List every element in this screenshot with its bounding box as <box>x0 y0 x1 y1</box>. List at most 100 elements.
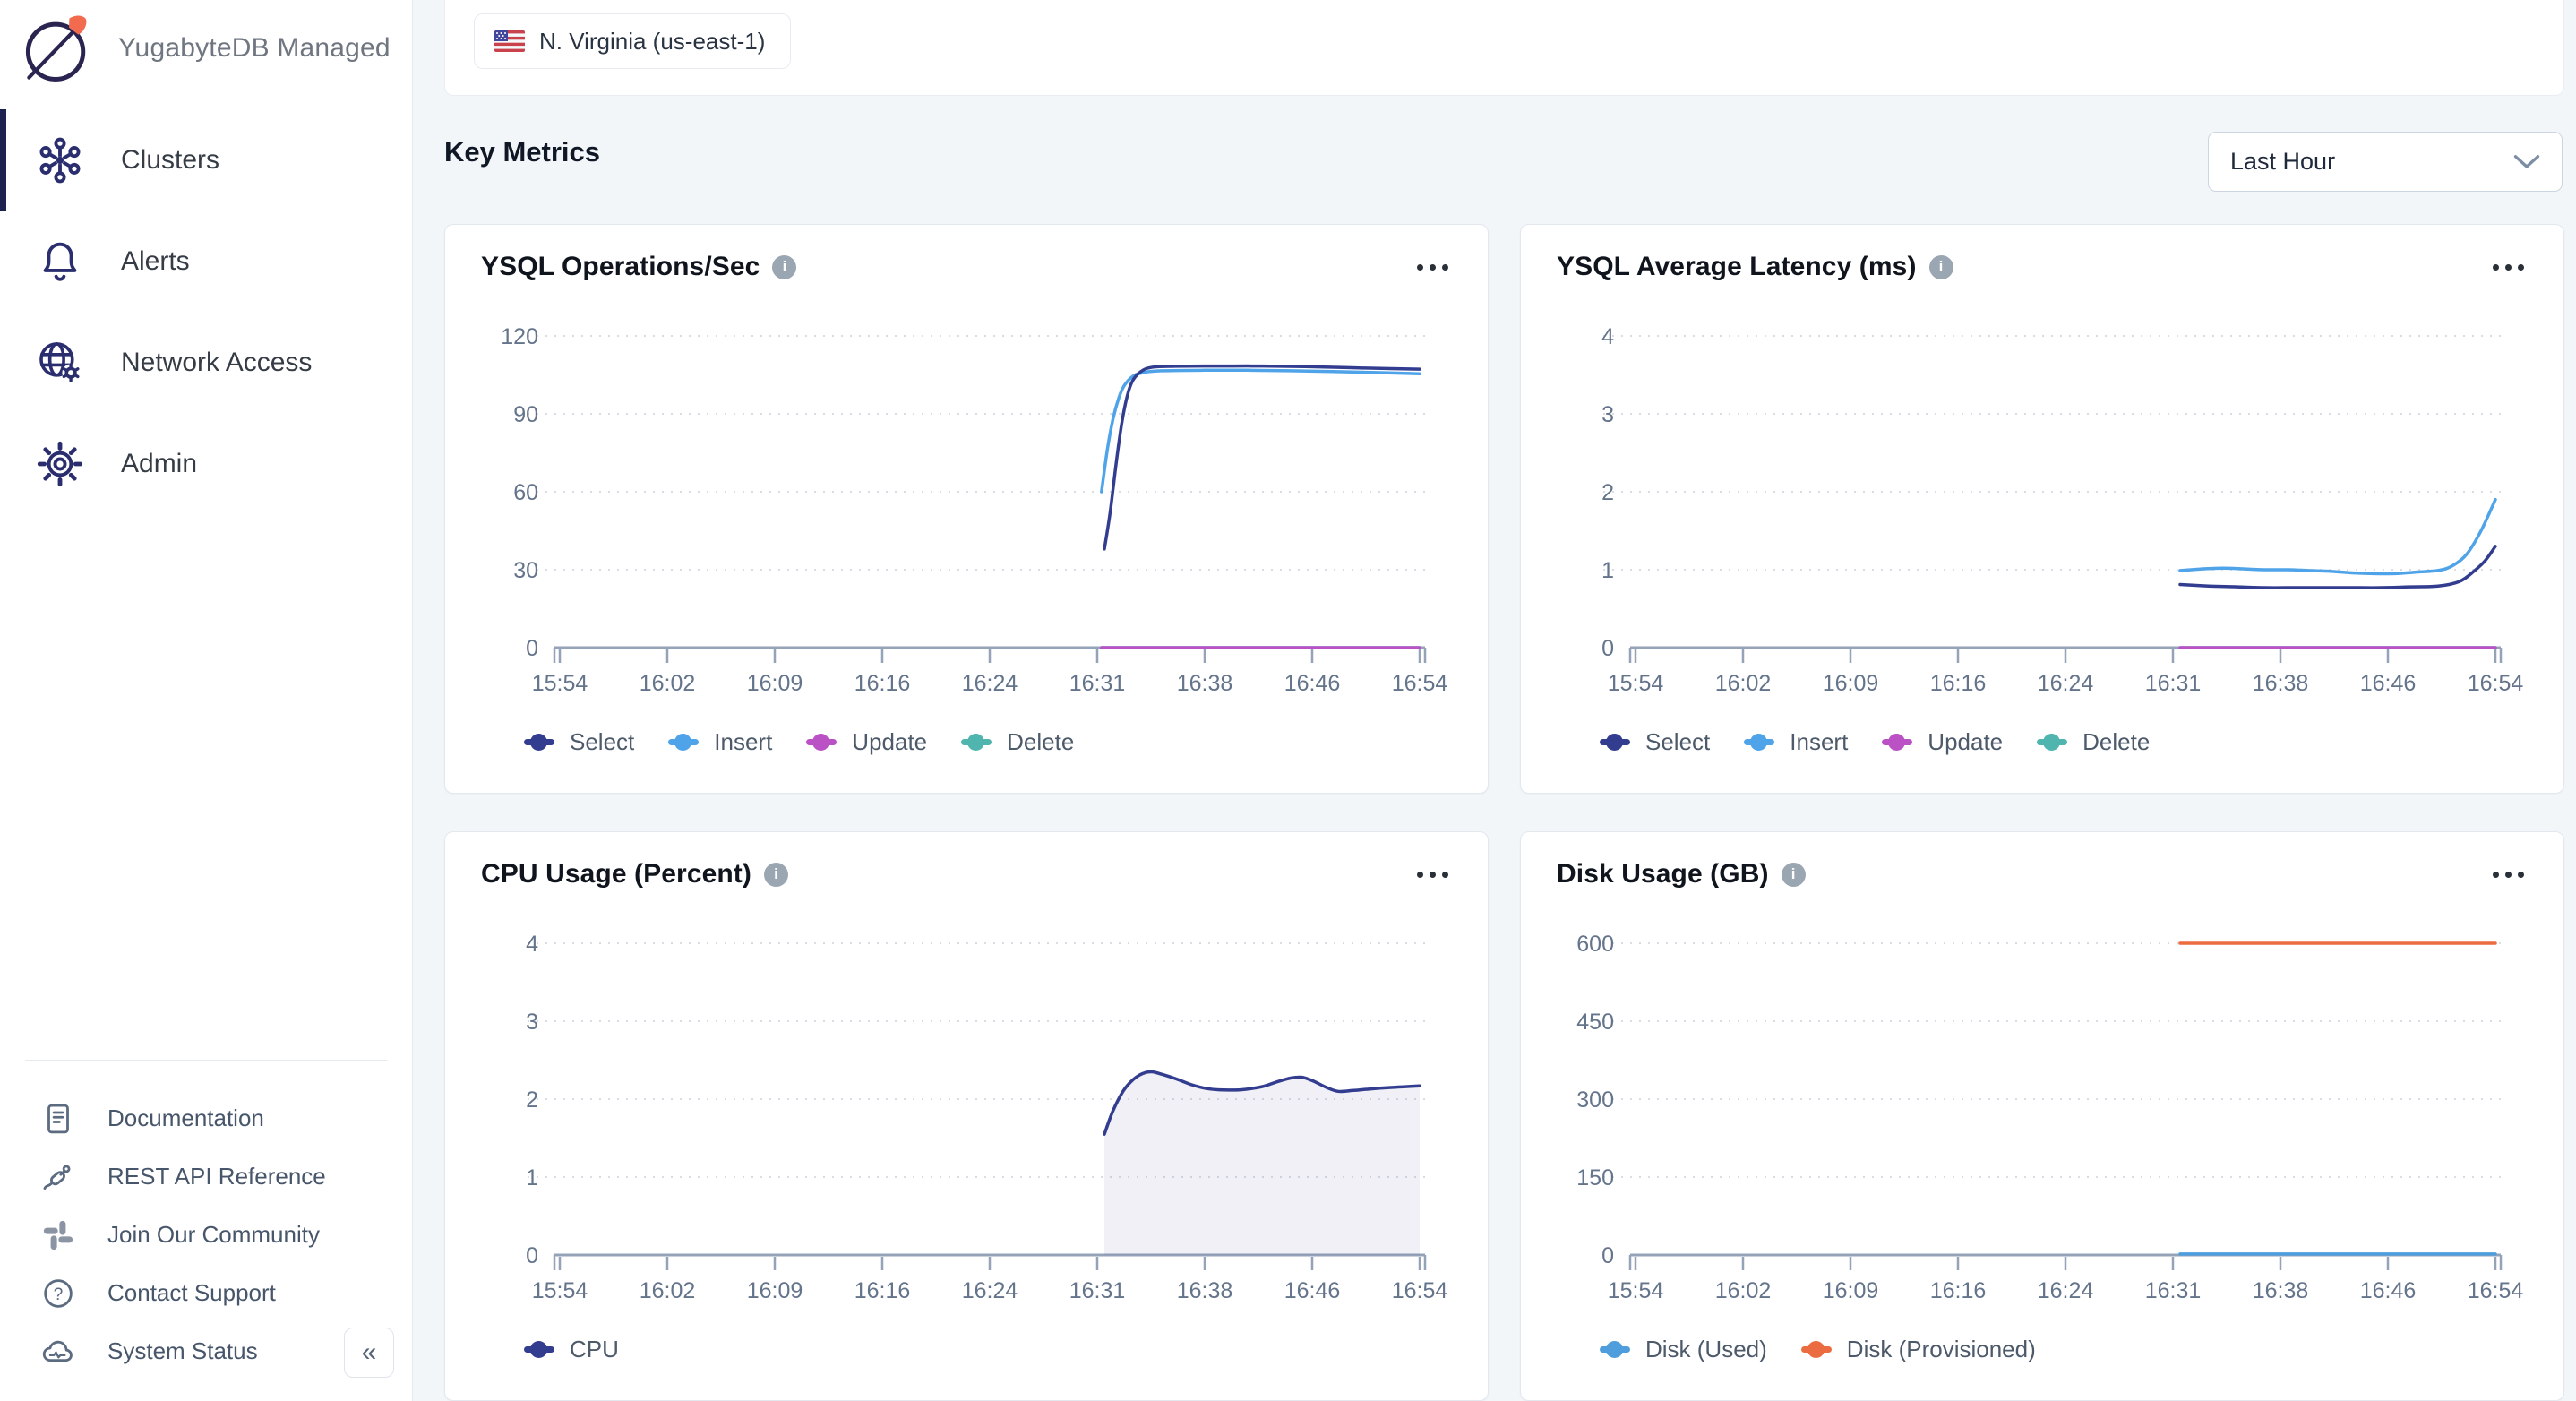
yugabytedb-logo-icon <box>25 15 87 82</box>
svg-text:300: 300 <box>1576 1087 1614 1113</box>
document-icon <box>39 1100 77 1138</box>
legend-marker <box>668 734 700 751</box>
info-icon[interactable]: i <box>1781 862 1806 887</box>
svg-text:16:09: 16:09 <box>1823 671 1879 696</box>
svg-text:16:02: 16:02 <box>640 671 696 696</box>
svg-text:600: 600 <box>1576 932 1614 957</box>
cloud-status-icon <box>39 1333 77 1371</box>
svg-text:16:38: 16:38 <box>2253 671 2309 696</box>
svg-text:16:31: 16:31 <box>1069 671 1126 696</box>
legend-marker <box>524 734 554 751</box>
page-title: Key Metrics <box>444 136 601 168</box>
svg-text:16:09: 16:09 <box>747 1278 803 1303</box>
info-icon[interactable]: i <box>772 254 797 279</box>
svg-text:15:54: 15:54 <box>1608 1278 1664 1303</box>
sidebar-item-system-status[interactable]: System Status <box>0 1322 412 1380</box>
sidebar-item-alerts[interactable]: Alerts <box>0 211 412 312</box>
legend-item[interactable]: Delete <box>961 728 1074 756</box>
svg-text:15:54: 15:54 <box>532 1278 588 1303</box>
svg-text:16:24: 16:24 <box>2038 1278 2094 1303</box>
sidebar-footer: Documentation REST API Reference <box>0 1089 412 1380</box>
sidebar-item-label: Contact Support <box>107 1279 276 1306</box>
svg-text:16:31: 16:31 <box>2145 1278 2202 1303</box>
svg-text:16:24: 16:24 <box>2038 671 2094 696</box>
legend-item[interactable]: Delete <box>2037 728 2150 756</box>
legend-marker <box>806 734 837 751</box>
legend-marker <box>524 1341 554 1358</box>
sidebar-item-network-access[interactable]: Network Access <box>0 312 412 413</box>
chart-title: YSQL Operations/Sec <box>481 252 760 281</box>
legend-item[interactable]: Insert <box>1744 728 1848 756</box>
ellipsis-menu-icon[interactable] <box>1411 259 1448 276</box>
svg-text:2: 2 <box>1601 480 1614 505</box>
svg-text:16:38: 16:38 <box>1177 1278 1233 1303</box>
sidebar-item-clusters[interactable]: Clusters <box>0 109 412 211</box>
info-icon[interactable]: i <box>764 862 788 887</box>
svg-text:3: 3 <box>526 1010 538 1035</box>
time-range-select[interactable]: Last Hour <box>2208 132 2563 192</box>
legend-item[interactable]: Disk (Used) <box>1600 1336 1767 1363</box>
region-label: N. Virginia (us-east-1) <box>539 27 766 55</box>
svg-text:30: 30 <box>513 558 538 583</box>
sidebar-item-support[interactable]: ? Contact Support <box>0 1264 412 1322</box>
svg-text:16:16: 16:16 <box>854 1278 911 1303</box>
svg-text:15:54: 15:54 <box>532 671 588 696</box>
legend-label: Select <box>570 728 635 755</box>
ellipsis-menu-icon[interactable] <box>2486 866 2524 883</box>
svg-text:450: 450 <box>1576 1010 1614 1035</box>
legend-label: Delete <box>1007 728 1075 755</box>
legend-label: Insert <box>714 728 773 755</box>
svg-text:0: 0 <box>1601 1243 1614 1268</box>
info-icon[interactable]: i <box>1928 254 1953 279</box>
chart-card-cpu-usage: CPU Usage (Percent) i 0 1 2 3 4 15:54 16:02 16:… <box>444 831 1489 1401</box>
sidebar-item-label: Join Our Community <box>107 1221 320 1248</box>
chart-title: Disk Usage (GB) <box>1557 859 1769 889</box>
chevron-down-icon <box>2513 154 2540 168</box>
legend-item[interactable]: CPU <box>524 1336 619 1363</box>
app-logo[interactable]: YugabyteDB Managed <box>16 7 391 90</box>
ellipsis-menu-icon[interactable] <box>2486 259 2524 276</box>
sidebar-item-label: REST API Reference <box>107 1163 326 1190</box>
svg-text:16:54: 16:54 <box>1392 671 1448 696</box>
legend-item[interactable]: Update <box>806 728 927 756</box>
chart-card-ysql-latency: YSQL Average Latency (ms) i 0 1 2 3 4 15:54 16… <box>1520 224 2564 794</box>
svg-text:16:38: 16:38 <box>2253 1278 2309 1303</box>
svg-text:16:54: 16:54 <box>2468 671 2524 696</box>
chart-legend: Select Insert Update Delete <box>524 728 1074 756</box>
ellipsis-menu-icon[interactable] <box>1411 866 1448 883</box>
legend-item[interactable]: Select <box>1600 728 1710 756</box>
svg-text:15:54: 15:54 <box>1608 671 1664 696</box>
legend-item[interactable]: Insert <box>668 728 772 756</box>
legend-item[interactable]: Update <box>1882 728 2003 756</box>
svg-text:16:31: 16:31 <box>1069 1278 1126 1303</box>
globe-gear-icon <box>34 337 86 389</box>
svg-text:16:54: 16:54 <box>1392 1278 1448 1303</box>
svg-text:16:38: 16:38 <box>1177 671 1233 696</box>
legend-marker <box>1744 734 1775 751</box>
legend-marker <box>2037 734 2068 751</box>
sidebar-item-admin[interactable]: Admin <box>0 413 412 514</box>
sidebar-item-documentation[interactable]: Documentation <box>0 1089 412 1147</box>
region-selector[interactable]: N. Virginia (us-east-1) <box>474 13 792 69</box>
legend-label: Disk (Used) <box>1645 1336 1767 1362</box>
svg-text:3: 3 <box>1601 402 1614 427</box>
clusters-icon <box>34 134 86 186</box>
legend-item[interactable]: Select <box>524 728 634 756</box>
svg-text:16:16: 16:16 <box>1930 1278 1987 1303</box>
sidebar-collapse-button[interactable]: « <box>344 1328 394 1378</box>
sidebar-item-rest-api[interactable]: REST API Reference <box>0 1147 412 1206</box>
chart-card-disk-usage: Disk Usage (GB) i 0 150 300 450 600 15:54 16:0… <box>1520 831 2564 1401</box>
svg-text:150: 150 <box>1576 1165 1614 1190</box>
svg-text:90: 90 <box>513 402 538 427</box>
sidebar-item-community[interactable]: Join Our Community <box>0 1206 412 1264</box>
line-chart: 0 1 2 3 4 15:54 16:02 16:09 16:16 16:24 16:31 16:38… <box>526 932 1448 1303</box>
svg-text:4: 4 <box>526 932 538 957</box>
sidebar-nav: Clusters Alerts <box>0 109 412 514</box>
legend-label: Insert <box>1790 728 1849 755</box>
legend-item[interactable]: Disk (Provisioned) <box>1800 1336 2036 1363</box>
svg-text:60: 60 <box>513 480 538 505</box>
sidebar: YugabyteDB Managed Clusters <box>0 0 413 1401</box>
svg-text:16:02: 16:02 <box>1715 671 1772 696</box>
chart-title: YSQL Average Latency (ms) <box>1557 252 1917 281</box>
svg-text:16:54: 16:54 <box>2468 1278 2524 1303</box>
